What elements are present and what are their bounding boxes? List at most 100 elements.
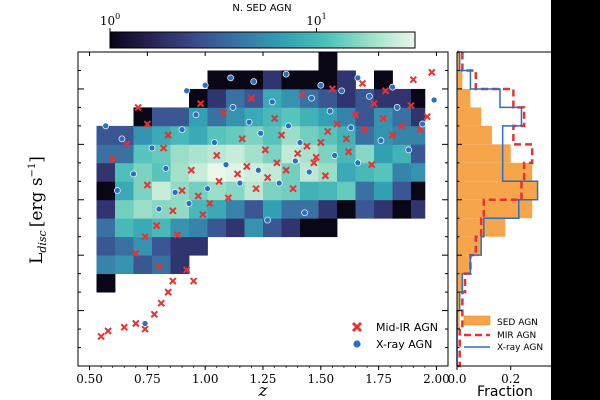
y-axis-label: Ldisc [erg s−1] xyxy=(27,156,49,264)
heatmap-cell xyxy=(318,88,338,108)
xray-agn-point xyxy=(257,129,265,137)
mir-agn-point xyxy=(141,232,149,241)
heatmap-cell xyxy=(170,162,190,182)
xray-agn-point xyxy=(113,187,121,194)
mir-agn-point xyxy=(196,100,205,108)
mir-agn-point xyxy=(143,181,152,189)
mir-agn-point xyxy=(152,221,161,230)
heatmap-cell xyxy=(152,162,171,182)
heatmap-cell xyxy=(355,181,375,201)
heatmap-cell xyxy=(189,236,208,256)
heatmap-cell xyxy=(244,88,264,108)
xray-agn-point xyxy=(354,159,362,167)
heatmap-cell xyxy=(96,255,116,275)
mir-agn-point xyxy=(194,192,202,200)
x-tick-label: 0.50 xyxy=(76,372,103,386)
hist-sed-bar xyxy=(457,70,463,89)
hist-sed-bar xyxy=(457,255,471,274)
heatmap-cell xyxy=(244,144,264,164)
mir-agn-point xyxy=(423,112,431,121)
xray-agn-point xyxy=(338,87,345,95)
heatmap-cell xyxy=(170,144,190,164)
heatmap-cell xyxy=(263,88,282,108)
heatmap-cell xyxy=(170,107,190,127)
heatmap-cell xyxy=(189,181,208,201)
mir-agn-point xyxy=(189,277,198,285)
hist-sed-bar xyxy=(457,88,471,108)
heatmap-cell xyxy=(263,144,282,164)
xray-agn-point xyxy=(285,122,292,130)
hist-mir-agn xyxy=(457,50,534,368)
colorbar-title: N. SED AGN xyxy=(232,3,291,14)
mir-agn-point xyxy=(273,159,281,167)
xray-agn-point xyxy=(430,96,438,104)
xray-agn-point xyxy=(185,200,193,207)
mir-agn-point xyxy=(243,162,251,171)
heatmap-cell xyxy=(207,144,227,164)
heatmap-cell xyxy=(355,107,375,127)
heatmap-cell xyxy=(392,88,412,108)
heatmap-cell xyxy=(263,199,282,219)
heatmap-cell xyxy=(207,162,227,182)
mir-agn-point xyxy=(141,325,149,333)
heatmap-cell xyxy=(207,88,227,108)
heatmap-cell xyxy=(96,273,116,293)
heatmap-cell xyxy=(318,144,338,164)
x-tick-label: 1.00 xyxy=(192,372,219,386)
heatmap-cell xyxy=(133,162,153,182)
xray-agn-point xyxy=(227,74,234,82)
xray-agn-point xyxy=(305,168,313,176)
xray-agn-point xyxy=(250,78,258,85)
xray-agn-point xyxy=(275,179,283,187)
right-edge-strip xyxy=(551,0,600,400)
xray-agn-point xyxy=(141,320,149,327)
heatmap-cell xyxy=(281,162,301,182)
mir-agn-point xyxy=(155,262,163,270)
heatmap-cell xyxy=(300,218,319,238)
heatmap-cell xyxy=(96,181,116,201)
mir-agn-point xyxy=(224,194,233,202)
heatmap-cell xyxy=(244,199,264,219)
mir-agn-point xyxy=(298,90,307,99)
heatmap-cell xyxy=(207,107,227,127)
hist-sed-bar xyxy=(457,52,460,71)
x-tick-label: 1.50 xyxy=(307,372,334,386)
mir-agn-point xyxy=(173,231,182,239)
hist-legend-xray-label: X-ray AGN xyxy=(497,343,543,353)
heatmap-cell xyxy=(337,162,356,182)
mir-agn-point xyxy=(312,153,320,161)
mir-agn-point xyxy=(321,172,330,180)
x-tick-label: 2.00 xyxy=(423,372,450,386)
heatmap-cell xyxy=(374,181,393,201)
xray-agn-point xyxy=(148,144,156,152)
mir-agn-point xyxy=(270,114,279,123)
mir-agn-point xyxy=(97,332,105,341)
main-panel: 0.50 0.75 1.00 1.25 1.50 1.75 2.00 Mid-IR AGN … xyxy=(27,51,450,400)
hist-sed-bar xyxy=(457,236,482,256)
xray-agn-point xyxy=(268,98,276,106)
xray-agn-point xyxy=(192,111,200,119)
y-axis-label-sub: disc xyxy=(36,230,49,252)
heatmap-cell xyxy=(189,125,208,145)
mir-agn-point xyxy=(317,138,325,147)
heatmap-cell xyxy=(337,70,356,90)
heatmap-cell xyxy=(300,70,319,90)
hist-legend: SED AGN MIR AGN X-ray AGN xyxy=(463,315,543,353)
heatmap-cell xyxy=(152,218,171,238)
mir-agn-point xyxy=(143,120,152,128)
heatmap-cell xyxy=(244,218,264,238)
xray-agn-point xyxy=(118,135,126,143)
x-tick-label: 1.25 xyxy=(250,372,277,386)
heatmap-cell xyxy=(170,218,190,238)
xray-agn-point xyxy=(282,70,290,78)
heatmap-cell xyxy=(115,236,134,256)
mir-agn-point xyxy=(178,186,186,195)
main-legend: Mid-IR AGN X-ray AGN xyxy=(351,321,438,351)
mir-agn-point xyxy=(289,184,297,193)
mir-agn-point xyxy=(108,155,117,163)
heatmap-cell xyxy=(115,162,134,182)
heatmap-cell xyxy=(189,162,208,182)
xray-agn-point xyxy=(389,83,396,91)
heatmap-cell xyxy=(263,125,282,145)
mir-agn-point xyxy=(157,299,165,307)
